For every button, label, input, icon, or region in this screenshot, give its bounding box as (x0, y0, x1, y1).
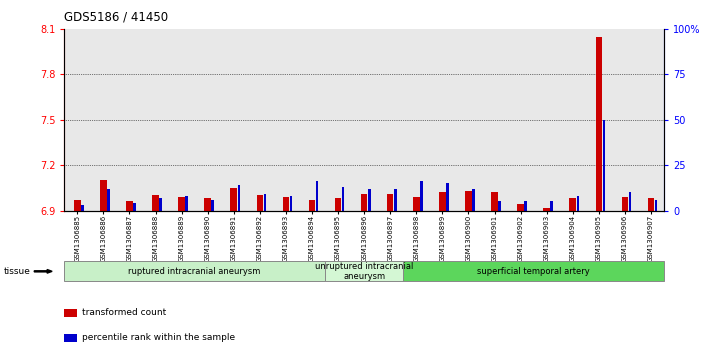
Bar (211, 200, 214, 211)
Bar (629, 192, 631, 211)
Bar (100, 180, 106, 211)
Bar (550, 201, 553, 211)
Bar (290, 196, 292, 211)
Bar (655, 200, 658, 211)
Bar (134, 203, 136, 211)
Bar (368, 189, 371, 211)
Bar (570, 199, 576, 211)
Text: percentile rank within the sample: percentile rank within the sample (82, 333, 235, 342)
Bar (308, 200, 316, 211)
Text: transformed count: transformed count (82, 308, 166, 317)
Bar (446, 183, 449, 211)
Bar (361, 194, 368, 211)
Bar (518, 204, 524, 211)
Bar (283, 197, 289, 211)
Bar (263, 194, 266, 211)
Bar (603, 120, 605, 211)
Bar (413, 197, 420, 211)
Bar (387, 194, 393, 211)
Bar (439, 192, 446, 211)
Bar (420, 182, 423, 211)
Bar (231, 188, 237, 211)
Bar (159, 198, 162, 211)
Text: ruptured intracranial aneurysm: ruptured intracranial aneurysm (129, 267, 261, 276)
Bar (204, 199, 211, 211)
Bar (256, 195, 263, 211)
Bar (238, 185, 240, 211)
Bar (335, 199, 341, 211)
Bar (152, 195, 159, 211)
Bar (316, 182, 318, 211)
Text: superficial temporal artery: superficial temporal artery (477, 267, 590, 276)
Bar (498, 201, 501, 211)
Bar (81, 205, 84, 211)
Bar (342, 187, 344, 211)
Bar (595, 37, 602, 211)
Bar (472, 189, 475, 211)
Bar (491, 192, 498, 211)
Bar (648, 199, 654, 211)
Bar (466, 191, 472, 211)
Bar (126, 201, 133, 211)
Bar (107, 189, 110, 211)
Bar (543, 208, 550, 211)
Bar (524, 201, 527, 211)
Bar (74, 200, 81, 211)
Text: unruptured intracranial
aneurysm: unruptured intracranial aneurysm (315, 262, 413, 281)
Bar (186, 196, 188, 211)
Text: GDS5186 / 41450: GDS5186 / 41450 (64, 11, 169, 24)
Bar (576, 196, 579, 211)
Bar (622, 197, 628, 211)
Text: tissue: tissue (4, 267, 31, 276)
Bar (178, 197, 185, 211)
Bar (394, 189, 396, 211)
